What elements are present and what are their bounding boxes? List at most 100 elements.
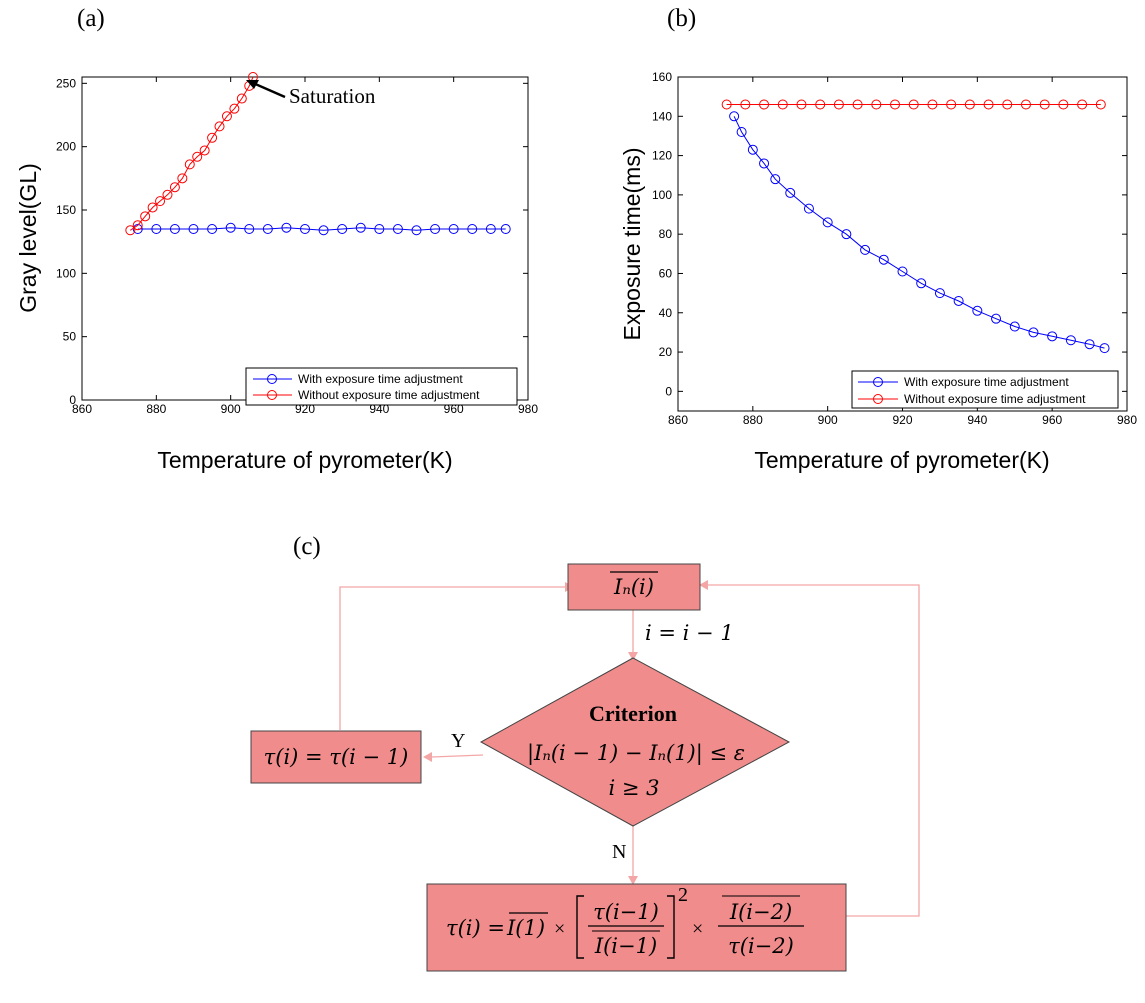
chart-a-series-0-point <box>169 224 180 234</box>
chart-a-frame <box>81 76 529 401</box>
flow-top-box-label: Iₙ(i) <box>613 575 654 599</box>
chart-a-series-0-line <box>137 227 506 231</box>
formula-frac2-num: I(i−2) <box>729 900 792 924</box>
chart-b-ytick-label: 0 <box>665 384 672 398</box>
flow-no-label: N <box>612 841 626 863</box>
chart-b-legend: With exposure time adjustment Without ex… <box>851 370 1119 409</box>
chart-a-legend: With exposure time adjustment Without ex… <box>245 367 518 406</box>
chart-a-series-0-point <box>374 224 385 234</box>
chart-a-series <box>125 72 511 236</box>
chart-b-xtick-label: 900 <box>818 413 838 427</box>
flow-criterion-line2: i ≥ 3 <box>608 776 659 800</box>
arrowhead-yes <box>423 752 432 762</box>
chart-b: 860 880 900 920 940 960 980 0 20 40 60 80 100 120 140 1… <box>619 70 1137 473</box>
chart-a-series-1-point <box>169 182 180 193</box>
arrowhead-formula <box>628 876 638 885</box>
chart-b-series-0-point <box>991 313 1002 324</box>
formula-frac2-den: τ(i−2) <box>728 934 794 958</box>
chart-b-ytick-label: 60 <box>659 266 673 280</box>
chart-b-series-1-point <box>1002 99 1013 110</box>
chart-a-ytick-label: 100 <box>56 266 76 280</box>
chart-b-series-0-point <box>822 217 833 228</box>
chart-b-xtick-label: 960 <box>1042 413 1062 427</box>
formula-left-bracket <box>576 895 584 959</box>
chart-a-series-1-point <box>132 220 143 231</box>
chart-b-series-1-point <box>815 99 826 110</box>
chart-a-series-1-point <box>125 225 136 236</box>
chart-a-series-0-point <box>337 224 348 234</box>
chart-b-series-0-point <box>972 305 983 316</box>
chart-b-series-0-point <box>934 288 945 299</box>
chart-a-series-1-point <box>236 93 247 104</box>
saturation-label: Saturation <box>289 84 376 108</box>
chart-b-series-0-point <box>803 203 814 214</box>
chart-a-series-1-point <box>184 159 195 170</box>
chart-a-series-1-point <box>192 151 203 162</box>
chart-b-ytick-label: 20 <box>659 345 673 359</box>
formula-times-1: × <box>554 918 565 940</box>
chart-b-series <box>721 99 1110 354</box>
chart-a-legend-marker-red <box>267 390 277 400</box>
chart-b-series-1-point <box>1058 99 1069 110</box>
chart-a-series-0-point <box>411 225 422 236</box>
chart-a-series-0-point <box>430 224 441 234</box>
chart-a-xtick-label: 900 <box>221 402 241 416</box>
flow-step-label: i = i − 1 <box>645 621 734 645</box>
chart-a-xtick-label: 880 <box>146 402 166 416</box>
chart-a-series-0-point <box>448 224 459 234</box>
chart-a-ytick-label: 50 <box>63 330 77 344</box>
chart-a-series-0-point <box>355 222 366 233</box>
flow-connectors <box>339 584 920 917</box>
flow-formula: τ(i) = I(1) × τ(i−1) I(i−1) 2 × I(i−2) τ… <box>446 884 804 959</box>
chart-b-series-1-point <box>871 99 882 110</box>
chart-b-series-0-point <box>1047 331 1058 342</box>
chart-b-series-0-point <box>759 158 770 169</box>
flowchart: Iₙ(i) i = i − 1 Criterion |Iₙ(i − 1) − I… <box>250 563 920 972</box>
chart-b-legend-label-red: Without exposure time adjustment <box>904 392 1086 406</box>
chart-b-series-1-point <box>1020 99 1031 110</box>
chart-b-legend-label-blue: With exposure time adjustment <box>904 375 1069 389</box>
panel-label-b: (b) <box>667 5 696 32</box>
chart-b-series-0-point <box>897 266 908 277</box>
chart-b-ytick-label: 120 <box>652 149 672 163</box>
formula-frac1-num: τ(i−1) <box>593 900 659 924</box>
chart-b-series-0-point <box>770 174 781 185</box>
chart-b-series-1-point <box>721 99 732 110</box>
chart-a-ylabel: Gray level(GL) <box>15 163 41 313</box>
chart-b-series-0-point <box>953 295 964 306</box>
chart-b-legend-box <box>851 370 1119 409</box>
chart-b-series-1-point <box>833 99 844 110</box>
flow-criterion-diamond <box>479 657 791 827</box>
connector-formula-to-top <box>708 584 920 917</box>
chart-b-series-1-point <box>964 99 975 110</box>
chart-b-series-0-point <box>1028 327 1039 338</box>
chart-a-ytick-label: 0 <box>69 393 76 407</box>
connector-criterion-to-yes <box>431 754 484 758</box>
chart-b-series-0-point <box>1009 321 1020 332</box>
chart-a-series-0-point <box>262 224 273 234</box>
chart-a-series-0-point <box>318 225 329 236</box>
chart-b-series-1-point <box>1077 99 1088 110</box>
chart-a-legend-marker-blue <box>267 374 277 384</box>
formula-right-bracket <box>667 895 675 959</box>
chart-a-series-1-point <box>162 189 173 200</box>
chart-b-xtick-label: 880 <box>743 413 763 427</box>
chart-b-series-0-point <box>860 244 871 255</box>
chart-b-series-1-point <box>740 99 751 110</box>
chart-b-series-1-point <box>1095 99 1106 110</box>
chart-b-series-0-point <box>736 127 747 138</box>
chart-b-series-1-point <box>1039 99 1050 110</box>
chart-a-series-1-line <box>130 76 254 231</box>
chart-b-series-1-point <box>890 99 901 110</box>
chart-a-series-0-point <box>281 222 292 233</box>
chart-b-series-1-point <box>777 99 788 110</box>
arrowhead-criterion <box>628 652 638 661</box>
flow-yes-box-label: τ(i) = τ(i − 1) <box>264 745 409 769</box>
formula-frac1-den: I(i−1) <box>594 934 657 958</box>
chart-a-series-1-point <box>147 202 158 213</box>
connector-yes-to-top <box>339 586 565 730</box>
chart-b-series-0-point <box>729 111 740 122</box>
